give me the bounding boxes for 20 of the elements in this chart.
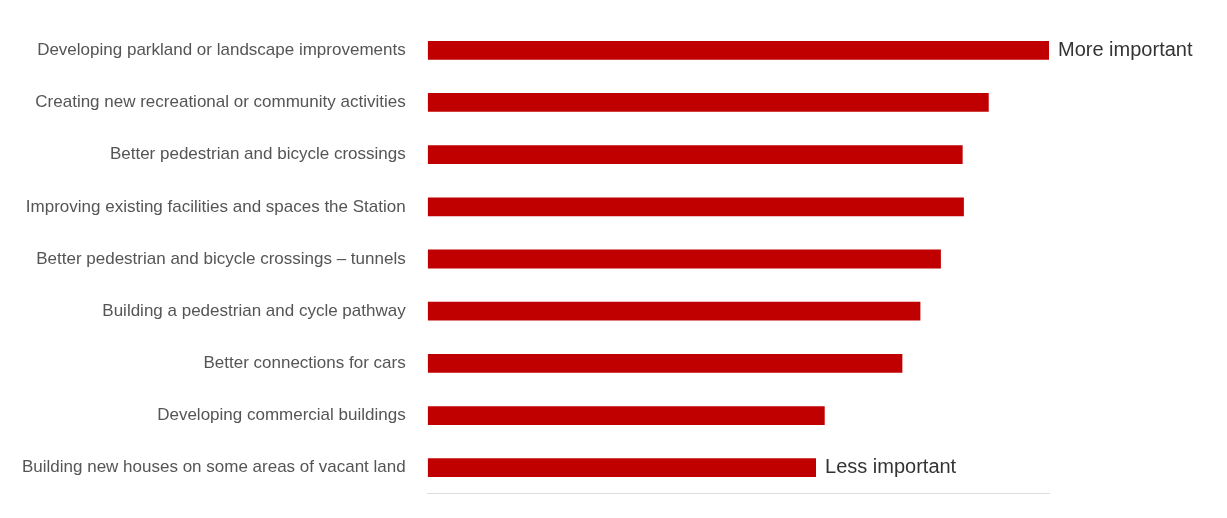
y-tick-label: Better connections for cars: [203, 353, 406, 373]
bar: [427, 301, 921, 321]
y-tick-label: Developing commercial buildings: [157, 405, 406, 425]
annotation: Less important: [825, 455, 957, 478]
bar: [427, 249, 941, 269]
y-tick-label: Building new houses on some areas of vacant land: [22, 457, 406, 477]
y-tick-label: Developing parkland or landscape improvements: [37, 39, 406, 59]
y-tick-label: Better pedestrian and bicycle crossings – tunnels: [36, 248, 406, 268]
bar: [427, 406, 825, 425]
bar: [427, 93, 989, 112]
bar: [427, 40, 1049, 60]
y-tick-label: Improving existing facilities and spaces the Station: [25, 196, 406, 216]
bar: [427, 145, 963, 165]
bar: [427, 458, 817, 478]
y-tick-label: Creating new recreational or community activities: [35, 92, 406, 112]
y-tick-label: Building a pedestrian and cycle pathway: [102, 300, 407, 320]
y-tick-label: Better pedestrian and bicycle crossings: [109, 144, 406, 164]
bar: [427, 197, 964, 217]
annotation: More important: [1058, 37, 1193, 60]
bar: [427, 353, 903, 373]
